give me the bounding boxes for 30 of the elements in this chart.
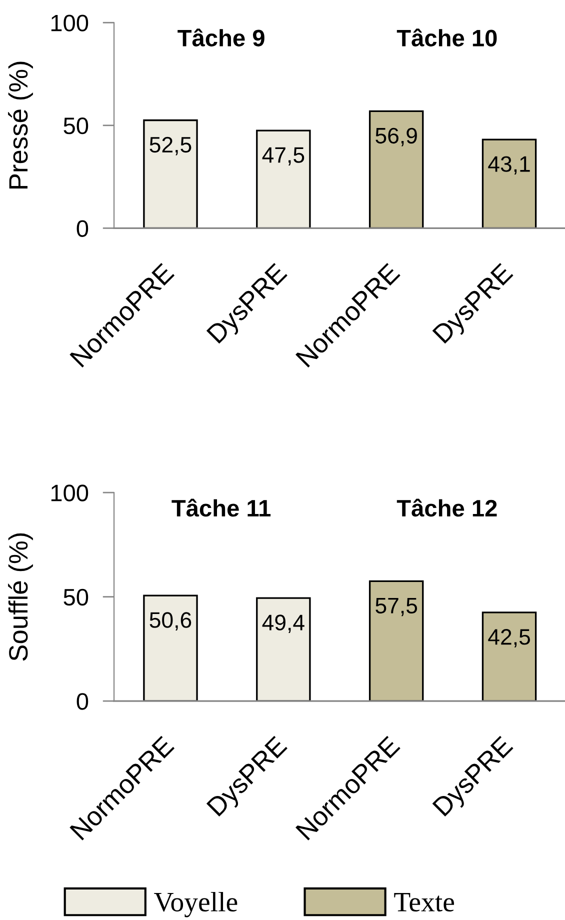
y-tick-label: 100 (51, 14, 88, 32)
y-axis-title: Pressé (%) (8, 62, 33, 188)
annotation: Tâche 10 (396, 28, 497, 46)
y-axis-title: Soufflé (%) (8, 533, 33, 661)
data-label: 43,1 (488, 156, 530, 175)
bar (368, 110, 424, 228)
bar (143, 594, 198, 702)
y-tick-label: 50 (64, 117, 88, 134)
bar (482, 138, 537, 228)
y-tick-label: 50 (64, 588, 88, 606)
annotation: Tâche 11 (172, 498, 271, 517)
data-label: 42,5 (488, 629, 530, 648)
legend-label: Voyelle (154, 892, 238, 918)
bar (143, 119, 198, 228)
bar (256, 130, 311, 228)
data-label: 49,4 (262, 614, 304, 634)
bar (482, 612, 537, 702)
annotation: Tâche 9 (178, 28, 264, 46)
y-tick-label: 0 (76, 220, 88, 237)
legend-label: Texte (394, 893, 454, 912)
y-tick-label: 100 (51, 484, 88, 502)
annotation: Tâche 12 (396, 498, 497, 517)
y-tick-label: 0 (76, 693, 88, 710)
bar (256, 597, 311, 702)
bar (368, 580, 424, 702)
data-label: 56,9 (376, 128, 417, 146)
data-label: 52,5 (150, 136, 192, 156)
data-label: 57,5 (376, 598, 418, 616)
data-label: 50,6 (150, 612, 192, 631)
data-label: 47,5 (262, 147, 304, 166)
